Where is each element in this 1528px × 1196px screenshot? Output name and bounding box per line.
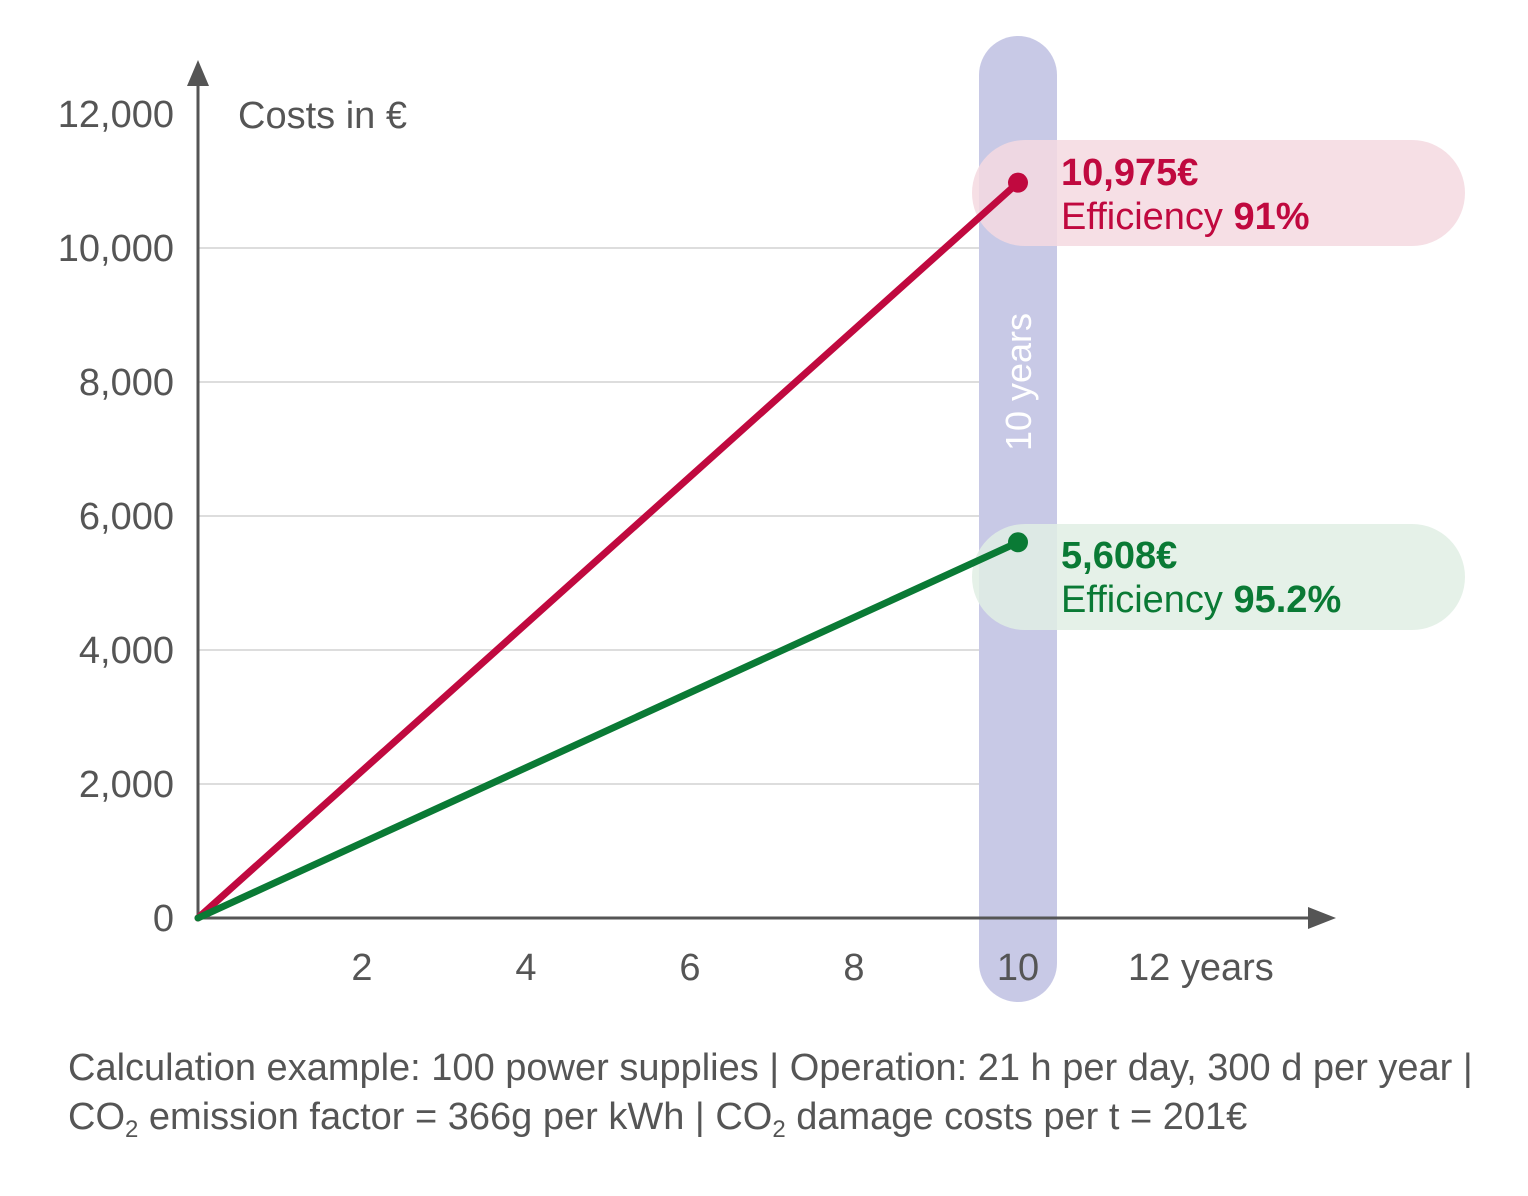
footnote-part2: emission factor = 366g per kWh | CO	[138, 1096, 773, 1138]
footnote-subscript-2: 2	[772, 1116, 786, 1143]
callout-efficiency-text-1: Efficiency	[1061, 579, 1233, 621]
callout-efficiency-value-0: 91%	[1233, 196, 1309, 238]
footnote-part1: Calculation example: 100 power supplies …	[68, 1047, 1473, 1138]
series-line-1	[194, 538, 1022, 922]
callouts: 10,975€Efficiency 91%5,608€Efficiency 95…	[972, 140, 1465, 630]
highlight-band-label: 10 years	[998, 313, 1039, 451]
series-lines	[194, 172, 1028, 922]
callout-bg-0	[972, 140, 1465, 246]
highlight-band	[979, 36, 1057, 1002]
footnote-part3: damage costs per t = 201€	[785, 1096, 1248, 1138]
y-tick-label-6: 12,000	[58, 94, 174, 136]
callout-efficiency-0: Efficiency 91%	[1061, 196, 1310, 238]
footnote: Calculation example: 100 power supplies …	[68, 1044, 1488, 1142]
x-tick-label-0: 2	[351, 947, 372, 989]
x-tick-label-2: 6	[679, 947, 700, 989]
y-tick-label-4: 8,000	[79, 362, 174, 404]
y-axis-arrow-icon	[187, 60, 209, 86]
axes	[187, 60, 1336, 929]
y-axis-title: Costs in €	[238, 95, 407, 137]
chart-labels: 0 2,000 4,000 6,000 8,000 10,000 12,000 2 4 6 8 10 1…	[58, 94, 1274, 989]
x-axis-arrow-icon	[1308, 907, 1336, 929]
x-tick-label-3: 8	[843, 947, 864, 989]
y-tick-label-2: 4,000	[79, 630, 174, 672]
grid-lines	[198, 247, 1018, 785]
callout-value-1: 5,608€	[1061, 535, 1177, 577]
y-tick-label-5: 10,000	[58, 228, 174, 270]
series-endpoint-1	[1008, 532, 1028, 553]
y-tick-label-0: 0	[153, 898, 174, 940]
callout-bg-1	[972, 524, 1465, 630]
footnote-subscript-1: 2	[125, 1116, 139, 1143]
x-tick-label-5: 12 years	[1128, 947, 1274, 989]
x-tick-label-1: 4	[515, 947, 536, 989]
y-tick-label-1: 2,000	[79, 764, 174, 806]
callout-efficiency-text-0: Efficiency	[1061, 196, 1233, 238]
highlight-band-group: 10 years	[979, 36, 1057, 1002]
y-tick-label-3: 6,000	[79, 496, 174, 538]
callout-efficiency-1: Efficiency 95.2%	[1061, 579, 1341, 621]
series-endpoint-0	[1008, 172, 1028, 193]
series-line-0	[194, 179, 1022, 922]
callout-value-0: 10,975€	[1061, 152, 1198, 194]
callout-efficiency-value-1: 95.2%	[1233, 579, 1341, 621]
x-tick-label-4: 10	[997, 947, 1039, 989]
